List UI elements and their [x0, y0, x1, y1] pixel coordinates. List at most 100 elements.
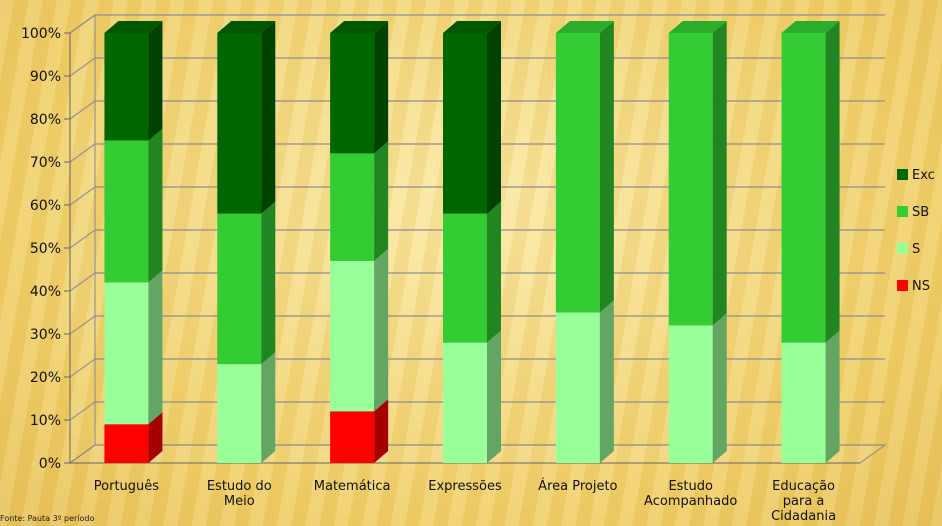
bar-side	[712, 313, 727, 463]
bar-side	[261, 21, 276, 214]
bar-side	[487, 330, 501, 463]
bar-segment-s	[217, 352, 276, 463]
bar-side	[374, 399, 389, 463]
x-tick-label-line: para a	[783, 494, 825, 509]
legend-item-sb: SB	[897, 205, 929, 220]
bar-segment-sb	[668, 21, 727, 326]
bar-segment-exc	[104, 21, 163, 141]
legend-swatch	[897, 206, 908, 217]
bar-side	[148, 21, 163, 141]
bar-side	[374, 248, 389, 412]
bar-segment-s	[104, 270, 163, 425]
bar-top	[443, 21, 501, 33]
bar-segment-sb	[555, 21, 614, 313]
legend-label: SB	[912, 205, 929, 220]
bar-side	[148, 128, 163, 283]
bar-side	[825, 21, 840, 343]
bar-face	[217, 33, 262, 214]
x-tick-label-line: Matemática	[314, 479, 391, 494]
legend-swatch	[897, 169, 908, 180]
x-tick-label: Área Projeto	[538, 478, 617, 494]
bar-segment-sb	[330, 141, 389, 261]
bar-face	[104, 33, 149, 141]
x-tick-label-line: Português	[94, 479, 160, 494]
bar-face	[217, 364, 262, 463]
bar-face	[330, 153, 375, 261]
bar-top	[217, 21, 276, 33]
bar-segment-s	[330, 248, 389, 412]
bar-face	[104, 140, 149, 283]
y-tick-label: 60%	[30, 198, 61, 214]
bar-side	[487, 201, 501, 343]
bar-segment-s	[781, 330, 840, 463]
x-tick-label-line: Acompanhado	[644, 494, 737, 509]
bar-face	[668, 33, 713, 326]
x-tick-label: Educação para a Cidadania	[771, 479, 836, 524]
bar-top	[555, 21, 614, 33]
y-tick-label: 100%	[21, 26, 61, 42]
bar-side	[374, 141, 389, 261]
bar-face	[104, 282, 149, 425]
y-tick-label: 50%	[30, 241, 61, 257]
x-tick-label-line: Estudo	[668, 479, 713, 494]
source-footnote: Fonte: Pauta 3º período	[0, 514, 95, 523]
bar-face	[668, 325, 713, 463]
bar-face	[330, 260, 375, 412]
bar-side	[261, 201, 276, 365]
side-wall	[69, 14, 96, 464]
bar-side	[148, 270, 163, 425]
bar-side	[599, 21, 614, 313]
bar-segment-exc	[217, 21, 276, 214]
bar-face	[330, 411, 375, 463]
bar-side	[825, 330, 840, 463]
bar-face	[781, 33, 826, 343]
bar-face	[555, 33, 600, 313]
bar-segment-s	[443, 330, 501, 463]
x-tick-label: Estudo Acompanhado	[644, 479, 737, 509]
x-tick-label-line: Cidadania	[771, 509, 836, 524]
legend-swatch	[897, 280, 908, 291]
x-tick-label-line: Meio	[224, 494, 255, 509]
legend-label: Exc	[912, 168, 935, 183]
y-tick-label: 0%	[39, 456, 61, 472]
bar-segment-exc	[330, 21, 389, 154]
bar-face	[781, 342, 826, 463]
bar-face	[104, 424, 149, 463]
x-tick-label-line: Educação	[772, 479, 835, 494]
y-tick-label: 30%	[30, 327, 61, 343]
legend-label: NS	[912, 279, 930, 294]
y-axis-ticks: 0% 10% 20% 30% 40% 50% 60% 70% 80% 90% 100%	[21, 26, 860, 472]
x-tick-label-line: Estudo do	[207, 479, 272, 494]
bar-face	[443, 213, 487, 343]
y-tick-label: 70%	[30, 155, 61, 171]
x-axis-labels: Português Estudo do Meio Matemática Expressõ…	[94, 478, 836, 524]
legend-item-s: S	[897, 242, 920, 257]
bar-side	[599, 300, 614, 463]
bar-segment-s	[555, 300, 614, 463]
bars	[104, 21, 840, 463]
bar-segment-sb	[443, 201, 501, 343]
bar-segment-sb	[104, 128, 163, 283]
legend-item-exc: Exc	[897, 168, 935, 183]
legend-item-ns: NS	[897, 279, 930, 294]
legend-swatch	[897, 243, 908, 254]
bar-segment-s	[668, 313, 727, 463]
bar-face	[443, 33, 487, 214]
x-tick-label: Matemática	[314, 479, 391, 494]
bar-face	[443, 342, 487, 463]
y-tick-label: 90%	[30, 69, 61, 85]
bar-segment-exc	[443, 21, 501, 214]
x-tick-label: Expressões	[428, 479, 502, 494]
bar-face	[555, 312, 600, 463]
y-tick-label: 10%	[30, 413, 61, 429]
x-tick-label: Estudo do Meio	[207, 479, 272, 509]
bar-side	[148, 412, 163, 463]
bar-side	[487, 21, 501, 214]
legend-label: S	[912, 242, 920, 257]
bar-face	[330, 33, 375, 154]
x-tick-label: Português	[94, 479, 160, 494]
bar-top	[104, 21, 163, 33]
y-tick-label: 20%	[30, 370, 61, 386]
